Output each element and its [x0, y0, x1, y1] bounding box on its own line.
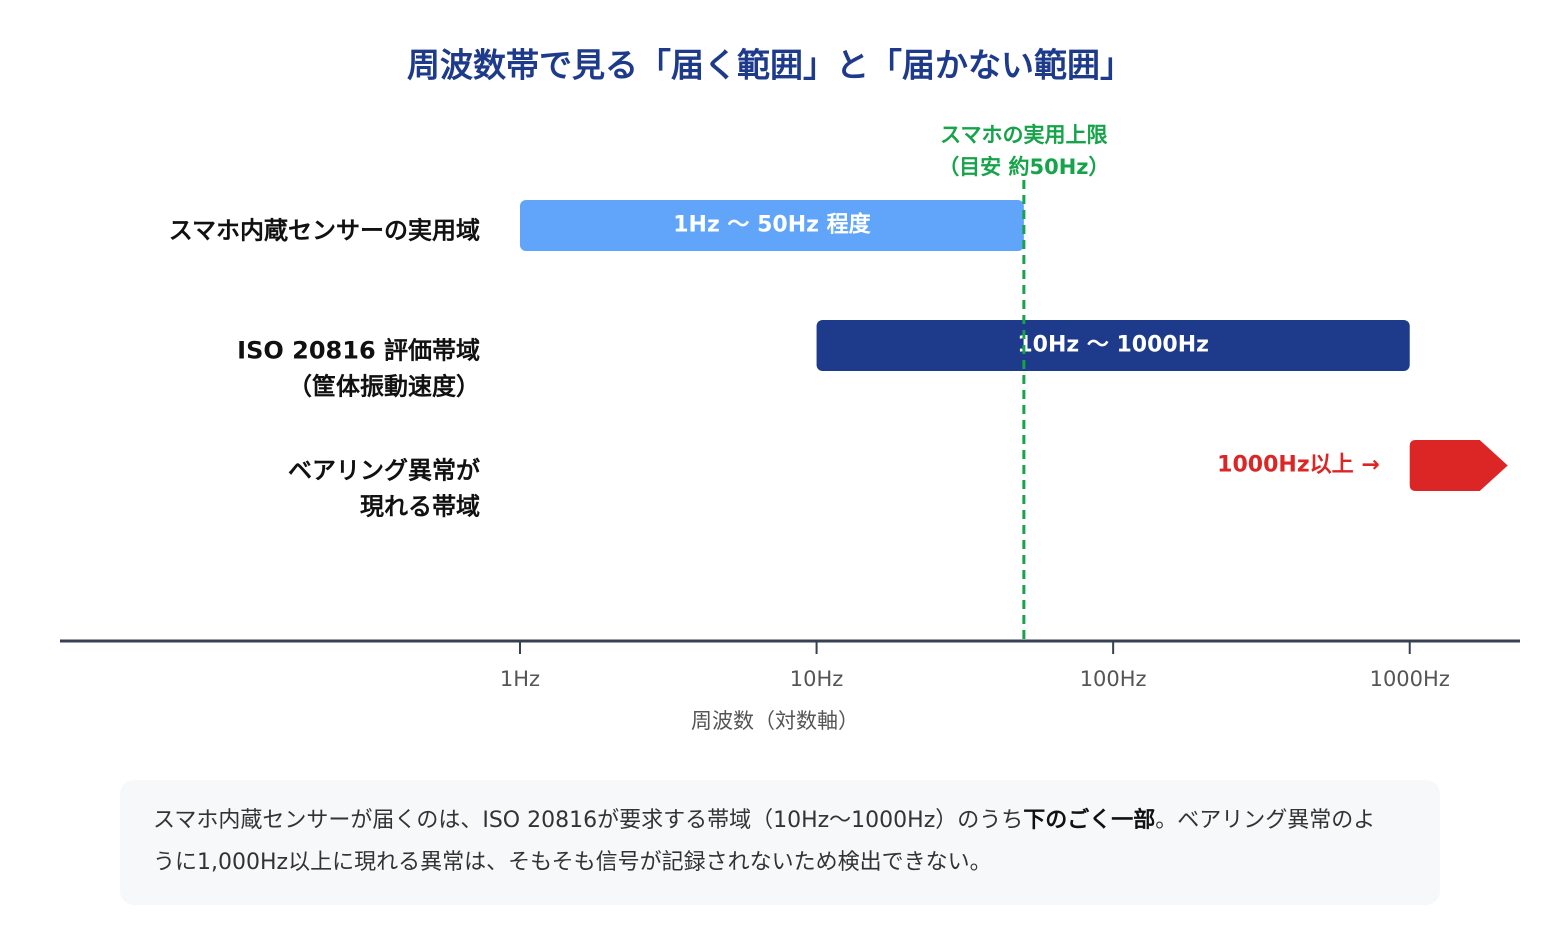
bar-label: 1Hz ～ 50Hz 程度 — [673, 212, 871, 238]
row-label: （筐体振動速度） — [288, 373, 480, 401]
row-label: ベアリング異常が — [288, 457, 480, 485]
note-box: スマホ内蔵センサーが届くのは、ISO 20816が要求する帯域（10Hz～100… — [120, 780, 1440, 905]
note-text: 。ベアリング異常のように1,000Hz以上に現れる異常は、そもそも信号が記録され… — [153, 808, 1376, 875]
bar-label: 1000Hz以上 → — [1217, 453, 1380, 478]
row-label: 現れる帯域 — [360, 493, 480, 521]
note-emphasis: 下のごく一部 — [1023, 808, 1156, 833]
reference-label: スマホの実用上限 — [940, 123, 1107, 147]
range-bar — [816, 320, 1410, 371]
chart-title: 周波数帯で見る「届く範囲」と「届かない範囲」 — [407, 46, 1133, 85]
reference-label: （目安 約50Hz） — [938, 155, 1109, 179]
open-range-arrow — [1409, 440, 1508, 491]
bar-label: 10Hz ～ 1000Hz — [1017, 333, 1209, 358]
x-axis-label: 周波数（対数軸） — [691, 709, 859, 733]
x-tick-label: 10Hz — [790, 667, 844, 691]
x-tick-label: 1Hz — [500, 667, 540, 691]
x-tick-label: 1000Hz — [1370, 667, 1450, 691]
x-tick-label: 100Hz — [1080, 667, 1147, 691]
note-text: スマホ内蔵センサーが届くのは、ISO 20816が要求する帯域（10Hz～100… — [153, 808, 1024, 833]
chart: 周波数帯で見る「届く範囲」と「届かない範囲」 周波数（対数軸） 1Hz 10Hz 1… — [60, 46, 1520, 733]
row-label: ISO 20816 評価帯域 — [237, 337, 480, 365]
range-bar — [520, 200, 1024, 251]
row-label: スマホ内蔵センサーの実用域 — [169, 217, 480, 245]
